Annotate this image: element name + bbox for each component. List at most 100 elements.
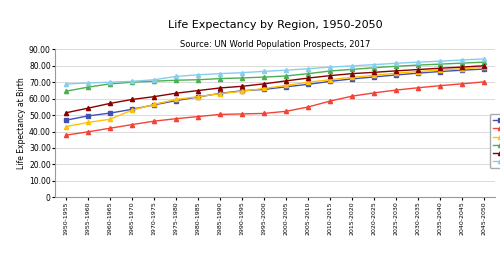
World [305, 83, 311, 86]
Title: Source: UN World Population Prospects, 2017: Source: UN World Population Prospects, 2… [180, 39, 370, 48]
Northern America [63, 82, 69, 86]
Africa [459, 82, 465, 85]
World [239, 89, 245, 92]
Europe [151, 79, 157, 83]
Northern America [459, 58, 465, 62]
Latin America & the Caribbean [63, 111, 69, 115]
Line: Africa: Africa [64, 80, 486, 137]
Northern America [261, 70, 267, 73]
Latin America & the Caribbean [151, 95, 157, 98]
Asia [151, 103, 157, 106]
World [437, 70, 443, 73]
Europe [459, 61, 465, 65]
Europe [195, 78, 201, 81]
Northern America [371, 63, 377, 66]
Latin America & the Caribbean [349, 72, 355, 75]
Africa [349, 95, 355, 98]
Northern America [173, 75, 179, 78]
Line: Northern America: Northern America [64, 57, 486, 86]
Africa [327, 99, 333, 103]
Africa [415, 86, 421, 89]
Europe [217, 77, 223, 80]
Africa [173, 117, 179, 120]
World [85, 114, 91, 118]
Latin America & the Caribbean [85, 107, 91, 110]
Africa [283, 110, 289, 113]
Latin America & the Caribbean [107, 102, 113, 105]
World [173, 99, 179, 102]
Latin America & the Caribbean [173, 92, 179, 95]
Africa [195, 115, 201, 118]
Latin America & the Caribbean [459, 65, 465, 69]
Asia [327, 78, 333, 81]
Asia [129, 109, 135, 112]
Europe [107, 82, 113, 85]
Northern America [85, 81, 91, 85]
World [481, 67, 487, 71]
World [415, 72, 421, 75]
Europe [129, 81, 135, 84]
Asia [107, 118, 113, 121]
World [217, 92, 223, 95]
Africa [261, 112, 267, 115]
Asia [305, 81, 311, 84]
Africa [437, 84, 443, 87]
Latin America & the Caribbean [239, 85, 245, 88]
Latin America & the Caribbean [217, 86, 223, 90]
Latin America & the Caribbean [437, 67, 443, 70]
Asia [85, 121, 91, 124]
Europe [393, 65, 399, 68]
Europe [173, 79, 179, 82]
Europe [371, 66, 377, 69]
Asia [415, 70, 421, 73]
Latin America & the Caribbean [393, 69, 399, 73]
Africa [63, 133, 69, 137]
World [349, 77, 355, 81]
Europe [63, 90, 69, 93]
Northern America [151, 78, 157, 81]
Europe [415, 64, 421, 67]
Asia [195, 95, 201, 98]
Line: Asia: Asia [64, 65, 486, 129]
Asia [173, 98, 179, 101]
Northern America [129, 80, 135, 83]
Line: Europe: Europe [64, 60, 486, 93]
Asia [459, 67, 465, 70]
Northern America [283, 68, 289, 72]
Asia [371, 74, 377, 77]
Africa [239, 112, 245, 116]
Asia [393, 72, 399, 75]
Africa [217, 113, 223, 116]
Asia [283, 84, 289, 87]
Europe [239, 76, 245, 79]
World [151, 103, 157, 107]
Northern America [437, 59, 443, 63]
Northern America [415, 61, 421, 64]
World [195, 95, 201, 99]
World [371, 75, 377, 79]
Africa [151, 119, 157, 123]
Latin America & the Caribbean [261, 82, 267, 85]
World [63, 119, 69, 122]
Africa [85, 130, 91, 133]
Northern America [305, 67, 311, 70]
Africa [129, 123, 135, 126]
Europe [85, 85, 91, 89]
Europe [437, 62, 443, 66]
Northern America [481, 57, 487, 61]
Asia [239, 90, 245, 93]
Africa [393, 89, 399, 92]
Europe [283, 74, 289, 78]
Latin America & the Caribbean [129, 98, 135, 101]
Latin America & the Caribbean [481, 64, 487, 67]
World [459, 68, 465, 72]
Latin America & the Caribbean [371, 71, 377, 74]
Asia [261, 87, 267, 90]
Latin America & the Caribbean [195, 89, 201, 92]
Y-axis label: Life Expectancy at Birth: Life Expectancy at Birth [17, 78, 26, 169]
Legend: World, Africa, Asia, Europe, Latin America & the Caribbean, Northern America: World, Africa, Asia, Europe, Latin Ameri… [490, 114, 500, 168]
Africa [371, 91, 377, 95]
Northern America [393, 62, 399, 65]
World [129, 108, 135, 111]
Europe [305, 72, 311, 75]
